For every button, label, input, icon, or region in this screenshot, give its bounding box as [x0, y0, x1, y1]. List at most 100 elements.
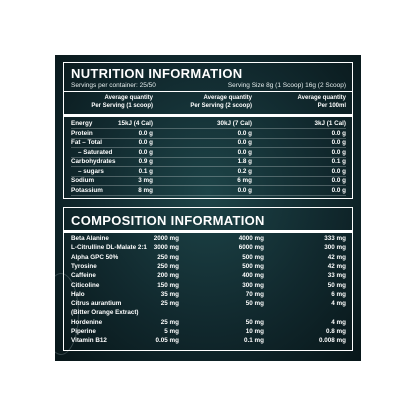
row-name: Alpha GPC 50% [71, 253, 119, 261]
table-row: Fat – Total 0.0 g 0.0 g 0.0 g [71, 139, 346, 148]
table-row: Carbohydrates 0.9 g 1.8 g 0.1 g [71, 158, 346, 167]
servings-per-container: Servings per container: 25/50 [71, 82, 156, 89]
table-row: Energy 15kJ (4 Cal) 30kJ (7 Cal) 3kJ (1 Cal… [71, 120, 346, 129]
table-row: Sodium 3 mg 6 mg 0.0 g [71, 177, 346, 186]
value-col-3: 0.0 g [331, 167, 346, 175]
value-col-2: 300 mg [242, 281, 264, 289]
value-col-2: 500 mg [242, 253, 264, 261]
value-col-1: 0.1 g [138, 167, 153, 175]
value-col-2: 70 mg [245, 290, 264, 298]
row-separator [71, 128, 346, 129]
value-col-3: 0.8 mg [326, 328, 346, 335]
value-col-3: 300 mg [324, 244, 346, 252]
row-name: Piperine [71, 328, 96, 335]
value-col-3: 0.0 g [331, 186, 346, 194]
row-name: Tyrosine [71, 262, 97, 270]
value-col-1: 2000 mg [153, 235, 179, 242]
table-row: – sugars 0.1 g 0.2 g 0.0 g [71, 167, 346, 177]
table-row: Beta Alanine 2000 mg 4000 mg 333 mg [71, 235, 346, 243]
serving-size: Serving Size 8g (1 Scoop) 16g (2 Scoop) [227, 82, 346, 89]
value-col-1: 250 mg [157, 253, 179, 261]
table-row: (Bitter Orange Extract) [71, 309, 346, 317]
value-col-1: 5 mg [164, 328, 179, 335]
value-col-3: 33 mg [327, 272, 346, 280]
value-col-3: 333 mg [324, 235, 346, 242]
table-row: Caffeine 200 mg 400 mg 33 mg [71, 272, 346, 280]
value-col-3: 0.0 g [331, 148, 346, 156]
row-name: Energy [71, 120, 93, 127]
table-row: Citrus aurantium 25 mg 50 mg 4 mg [71, 300, 346, 308]
value-col-2: 0.2 g [237, 167, 252, 175]
value-col-3: 0.1 g [331, 158, 346, 165]
table-row: Piperine 5 mg 10 mg 0.8 mg [71, 328, 346, 336]
value-col-1: 25 mg [160, 300, 179, 308]
row-separator [71, 137, 346, 139]
composition-panel: COMPOSITION INFORMATION Beta Alanine 2000… [63, 207, 353, 351]
column-header-1-scoop: Average quantity Per Serving (1 scoop) [91, 95, 153, 109]
value-col-1: 3 mg [138, 177, 153, 184]
value-col-1: 15kJ (4 Cal) [117, 120, 153, 127]
table-row: L-Citrulline DL-Malate 2:1 3000 mg 6000 mg… [71, 244, 346, 252]
row-name: Fat – Total [71, 139, 103, 146]
divider-thick [64, 230, 352, 233]
value-col-1: 8 mg [138, 186, 153, 194]
value-col-2: 1.8 g [237, 158, 252, 165]
composition-title: COMPOSITION INFORMATION [71, 213, 265, 228]
value-col-2: 6 mg [237, 177, 252, 184]
row-name: Citrus aurantium [71, 300, 122, 308]
table-row: – Saturated 0.0 g 0.0 g 0.0 g [71, 148, 346, 158]
row-name: Caffeine [71, 272, 96, 280]
divider [64, 91, 352, 92]
value-col-1: 35 mg [160, 290, 179, 298]
supplement-label: NUTRITION INFORMATION Servings per conta… [55, 55, 361, 361]
value-col-3: 42 mg [327, 262, 346, 270]
value-col-1: 25 mg [160, 318, 179, 326]
row-name: Hordenine [71, 318, 103, 326]
value-col-1: 200 mg [157, 272, 179, 280]
row-name: Sodium [71, 177, 95, 184]
row-separator [71, 166, 346, 167]
value-col-2: 50 mg [245, 300, 264, 308]
table-row: Hordenine 25 mg 50 mg 4 mg [71, 319, 346, 327]
row-name: Protein [71, 129, 93, 137]
row-name: Beta Alanine [71, 235, 109, 242]
table-row: Tyrosine 250 mg 500 mg 42 mg [71, 263, 346, 271]
row-separator [71, 194, 346, 196]
row-name: – Saturated [78, 148, 113, 156]
value-col-3: 0.008 mg [319, 337, 346, 345]
row-name: L-Citrulline DL-Malate 2:1 [71, 244, 147, 252]
table-row: Protein 0.0 g 0.0 g 0.0 g [71, 129, 346, 139]
value-col-2: 0.0 g [237, 139, 252, 146]
row-name: Citicoline [71, 281, 100, 289]
value-col-2: 30kJ (7 Cal) [216, 120, 252, 127]
value-col-2: 0.0 g [237, 186, 252, 194]
value-col-3: 0.0 g [331, 139, 346, 146]
value-col-1: 0.05 mg [155, 337, 179, 345]
row-name: Potassium [71, 186, 103, 194]
nutrition-title: NUTRITION INFORMATION [71, 66, 243, 81]
divider-thick [64, 114, 352, 117]
value-col-3: 0.0 g [331, 177, 346, 184]
table-row: Potassium 8 mg 0.0 g 0.0 g [71, 186, 346, 196]
row-name: Vitamin B12 [71, 337, 107, 345]
value-col-2: 0.1 mg [244, 337, 264, 345]
table-row: Vitamin B12 0.05 mg 0.1 mg 0.008 mg [71, 337, 346, 345]
row-name: – sugars [78, 167, 104, 175]
value-col-1: 0.9 g [138, 158, 153, 165]
value-col-2: 4000 mg [238, 235, 264, 242]
table-row: Alpha GPC 50% 250 mg 500 mg 42 mg [71, 254, 346, 262]
value-col-1: 0.0 g [138, 148, 153, 156]
nutrition-panel: NUTRITION INFORMATION Servings per conta… [63, 62, 353, 199]
value-col-3: 50 mg [327, 281, 346, 289]
row-separator [71, 175, 346, 177]
row-name: (Bitter Orange Extract) [71, 309, 139, 317]
column-header-2-scoop: Average quantity Per Serving (2 scoop) [190, 95, 252, 109]
value-col-3: 42 mg [327, 253, 346, 261]
value-col-3: 0.0 g [331, 129, 346, 137]
value-col-1: 250 mg [157, 262, 179, 270]
row-name: Carbohydrates [71, 158, 116, 165]
value-col-2: 0.0 g [237, 129, 252, 137]
value-col-2: 500 mg [242, 262, 264, 270]
value-col-1: 150 mg [157, 281, 179, 289]
row-name: Halo [71, 290, 85, 298]
